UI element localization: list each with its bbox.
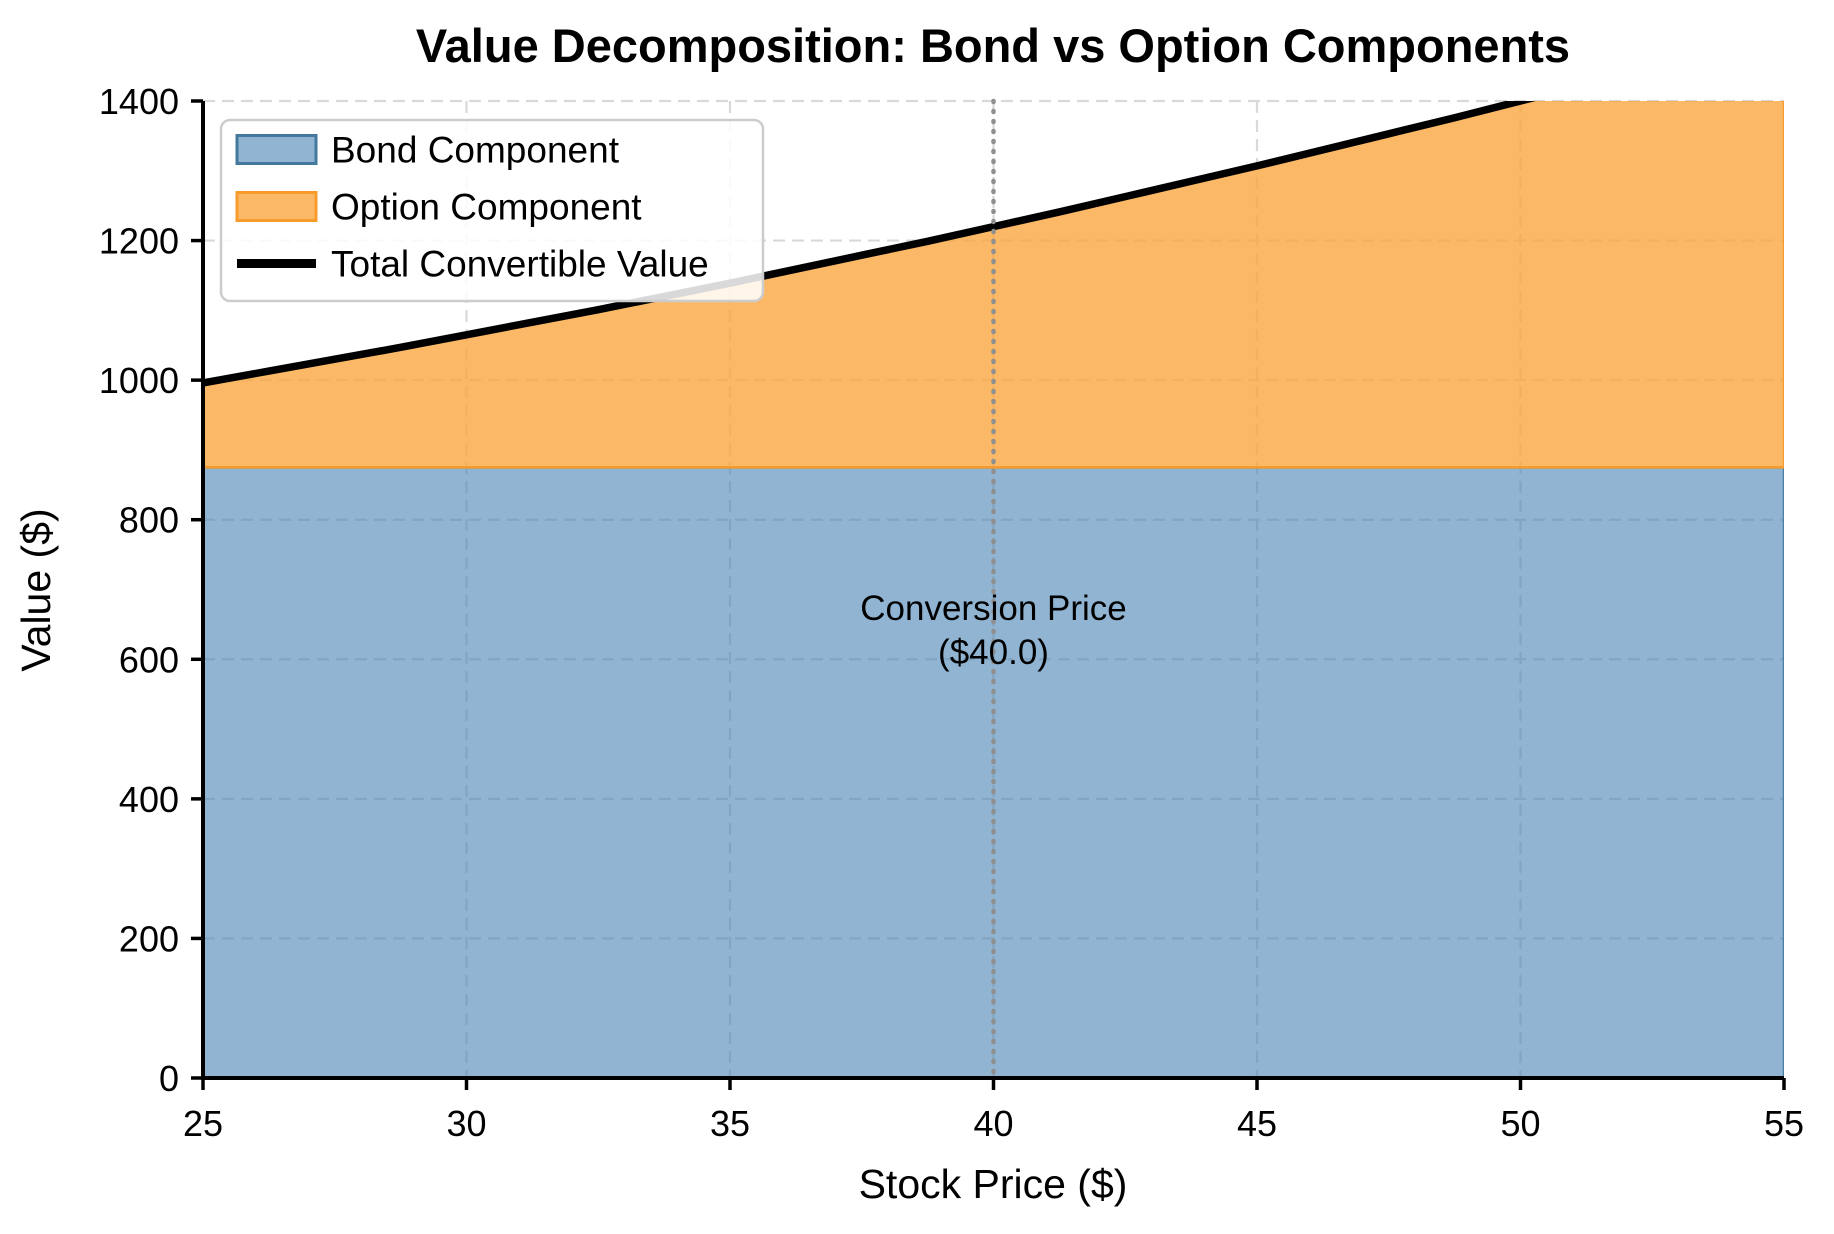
legend-label: Bond Component	[331, 130, 620, 171]
x-tick-label: 35	[710, 1103, 750, 1144]
conversion-price-annotation-line2: ($40.0)	[938, 633, 1049, 672]
tick-labels-layer: 25 30 35 40 45 50 55 0 200 400 600 800 1000 1200 1400	[99, 81, 1804, 1144]
y-tick-label: 800	[119, 500, 179, 541]
x-axis-label: Stock Price ($)	[859, 1161, 1128, 1207]
conversion-price-annotation-line1: Conversion Price	[860, 589, 1127, 628]
y-tick-label: 1400	[99, 81, 179, 122]
axes-layer	[191, 99, 1786, 1090]
y-tick-label: 0	[159, 1058, 179, 1099]
legend: Bond Component Option Component Total Conv…	[219, 118, 765, 303]
total-convertible-value-line	[203, 101, 1536, 387]
legend-items: Bond Component Option Component Total Conv…	[235, 130, 709, 285]
x-tick-label: 50	[1500, 1103, 1540, 1144]
legend-swatch-bond	[235, 134, 318, 165]
x-tick-label: 45	[1237, 1103, 1277, 1144]
y-tick-label: 1000	[99, 360, 179, 401]
chart-title: Value Decomposition: Bond vs Option Comp…	[416, 19, 1570, 72]
y-tick-label: 400	[119, 779, 179, 820]
y-tick-label: 1200	[99, 221, 179, 262]
legend-swatch-option	[235, 191, 318, 222]
x-tick-label: 30	[446, 1103, 486, 1144]
legend-label: Total Convertible Value	[331, 244, 709, 285]
legend-box	[219, 118, 765, 303]
y-tick-label: 200	[119, 918, 179, 959]
legend-label: Option Component	[331, 187, 642, 228]
x-tick-label: 55	[1764, 1103, 1804, 1144]
y-tick-label: 600	[119, 639, 179, 680]
x-tick-label: 40	[973, 1103, 1013, 1144]
y-axis-label: Value ($)	[13, 508, 59, 671]
x-tick-label: 25	[183, 1103, 223, 1144]
